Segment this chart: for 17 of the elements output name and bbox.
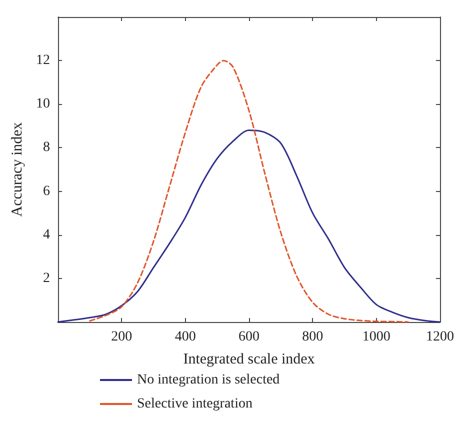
x-tick-label: 600	[238, 330, 260, 344]
y-tick-label: 10	[36, 96, 50, 112]
legend-label: Selective integration	[137, 396, 252, 412]
x-tick-label: 1200	[426, 330, 454, 344]
x-axis-title: Integrated scale index	[183, 352, 316, 368]
legend-label: No integration is selected	[137, 372, 280, 388]
y-tick-label: 4	[43, 227, 50, 242]
y-axis-title: Accuracy index	[10, 122, 26, 217]
x-tick-label: 400	[174, 330, 196, 344]
y-tick-label: 12	[36, 53, 50, 68]
line-series	[89, 60, 409, 323]
y-tick-label: 6	[43, 184, 50, 199]
x-tick-label: 800	[302, 330, 324, 344]
x-tick-label: 1000	[362, 330, 390, 344]
x-tick-label: 200	[111, 330, 132, 344]
y-tick-label: 2	[43, 270, 50, 286]
y-tick-label: 8	[43, 140, 50, 156]
